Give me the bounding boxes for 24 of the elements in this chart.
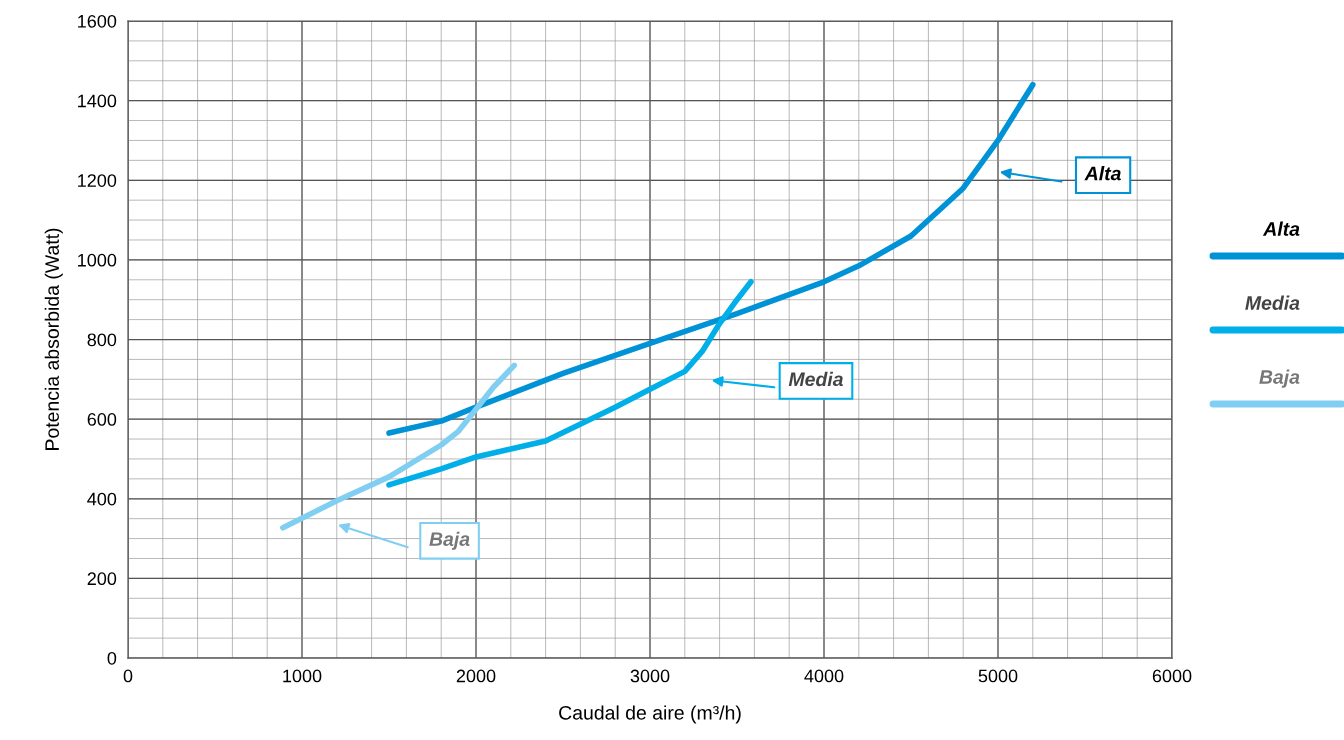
text: Media — [1245, 295, 1300, 310]
text: Alta — [1262, 221, 1300, 236]
x-tick-label: 2000 — [456, 669, 496, 683]
x-tick-label: 4000 — [804, 669, 844, 683]
y-axis-title: Potencia absorbida (Watt) — [44, 228, 63, 450]
y-tick-label: 1600 — [78, 14, 117, 28]
x-tick-label: 1000 — [283, 669, 322, 683]
y-tick-label: 800 — [87, 333, 117, 347]
y-tick-label: 400 — [87, 492, 117, 506]
x-axis-title: Caudal de aire (m³/h) — [559, 705, 741, 724]
x-tick-label: 3000 — [630, 669, 670, 683]
annotation: Alta — [1084, 166, 1121, 181]
annotation: Media — [788, 371, 843, 387]
text: Baja — [1259, 369, 1300, 388]
x-tick-label: 5000 — [978, 669, 1018, 683]
x-tick-label: 6000 — [1152, 669, 1192, 683]
y-tick-label: 600 — [87, 413, 117, 426]
annotation: Baja — [429, 531, 470, 550]
y-tick-label: 1200 — [78, 174, 117, 187]
y-tick-label: 1400 — [78, 94, 117, 108]
y-tick-label: 0 — [107, 651, 117, 665]
y-tick-label: 200 — [87, 572, 117, 586]
y-tick-label: 1000 — [78, 253, 117, 267]
x-tick-label: 0 — [123, 669, 133, 683]
